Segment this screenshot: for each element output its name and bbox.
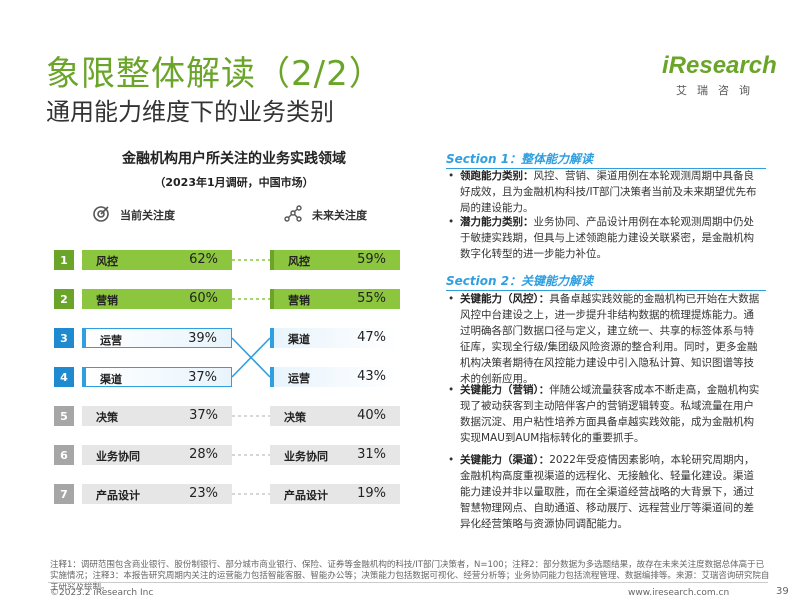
current-bar: 产品设计 23% xyxy=(82,484,232,504)
rank-badge: 2 xyxy=(54,289,74,309)
bullet-text: 业务协同、产品设计用例在本轮观测周期中仍处于敏捷实践期，但具与上述领跑能力建设关… xyxy=(460,216,754,260)
bullet-item: • 领跑能力类别：风控、营销、渠道用例在本轮观测周期中具备良好成效，且为金融机构科… xyxy=(448,168,760,216)
current-bar-label: 业务协同 xyxy=(96,450,140,463)
rank-badge: 5 xyxy=(54,406,74,426)
future-bar-value: 47% xyxy=(357,330,386,345)
iresearch-logo: iResearch 艾瑞咨询 xyxy=(662,52,777,102)
bullet-text: 风控、营销、渠道用例在本轮观测周期中具备良好成效，且为金融机构科技/IT部门决策… xyxy=(460,170,757,214)
bullet-dot: • xyxy=(448,216,455,228)
future-bar-value: 31% xyxy=(357,447,386,462)
current-bar-label: 风控 xyxy=(96,255,118,268)
future-bar: 决策 40% xyxy=(270,406,400,426)
future-bar: 风控 59% xyxy=(270,250,400,270)
current-bar-label: 营销 xyxy=(96,294,118,307)
bullet-term: 关键能力（渠道）： xyxy=(460,454,550,466)
future-bar-label: 营销 xyxy=(288,294,310,307)
current-bar-value: 37% xyxy=(188,370,217,385)
section-divider xyxy=(446,290,766,291)
current-bar-label: 产品设计 xyxy=(96,489,140,502)
chart-subtitle: （2023年1月调研，中国市场） xyxy=(154,176,314,189)
target-icon xyxy=(93,206,109,222)
current-bar: 渠道 37% xyxy=(82,367,232,387)
future-bar: 产品设计 19% xyxy=(270,484,400,504)
website: www.iresearch.com.cn xyxy=(628,588,730,598)
future-bar-label: 渠道 xyxy=(288,333,310,346)
bullet-item: • 关键能力（渠道）：2022年受疫情因素影响，本轮研究周期内，金融机构高度重视渠… xyxy=(448,452,760,532)
rank-badge: 7 xyxy=(54,484,74,504)
future-attention-header: 未来关注度 xyxy=(312,209,367,222)
bullet-term: 潜力能力类别： xyxy=(460,216,534,228)
current-bar-label: 运营 xyxy=(100,334,122,347)
current-bar-value: 39% xyxy=(188,331,217,346)
future-bar-value: 55% xyxy=(357,291,386,306)
current-attention-header: 当前关注度 xyxy=(120,209,175,222)
future-bar-value: 19% xyxy=(357,486,386,501)
future-bar-value: 59% xyxy=(357,252,386,267)
network-icon xyxy=(284,205,302,222)
future-bar-label: 产品设计 xyxy=(284,489,328,502)
page-number: 39 xyxy=(776,586,789,597)
page-title: 象限整体解读（2/2） xyxy=(46,54,384,94)
section-divider xyxy=(446,168,766,169)
rank-badge: 3 xyxy=(54,328,74,348)
current-bar: 运营 39% xyxy=(82,328,232,348)
future-bar-label: 业务协同 xyxy=(284,450,328,463)
bullet-item: • 关键能力（风控）：具备卓越实践效能的金融机构已开始在大数据风控中台建设之上，进… xyxy=(448,291,760,387)
bullet-text: 具备卓越实践效能的金融机构已开始在大数据风控中台建设之上，进一步提升非结构数据的… xyxy=(460,293,760,385)
current-bar-value: 37% xyxy=(189,408,218,423)
logo-brand: iResearch xyxy=(662,52,777,79)
rank-badge: 6 xyxy=(54,445,74,465)
footer-divider xyxy=(48,582,768,583)
bullet-dot: • xyxy=(448,170,455,182)
footnote: 注释1：调研范围包含商业银行、股份制银行、部分城市商业银行、保险、证券等金融机构… xyxy=(50,560,770,592)
current-bar-value: 60% xyxy=(189,291,218,306)
rank-badge: 1 xyxy=(54,250,74,270)
future-bar: 营销 55% xyxy=(270,289,400,309)
current-bar: 决策 37% xyxy=(82,406,232,426)
bullet-item: • 关键能力（营销）：伴随公域流量获客成本不断走高，金融机构实现了被动获客到主动陪… xyxy=(448,382,760,446)
bullet-term: 关键能力（风控）： xyxy=(460,293,550,305)
page-subtitle: 通用能力维度下的业务类别 xyxy=(46,98,334,126)
bullet-text: 伴随公域流量获客成本不断走高，金融机构实现了被动获客到主动陪伴客户的营销逻辑转变… xyxy=(460,384,760,444)
connector-渠道 xyxy=(231,337,271,378)
current-bar-value: 28% xyxy=(189,447,218,462)
bullet-text: 2022年受疫情因素影响，本轮研究周期内，金融机构高度重视渠道的远程化、无接触化… xyxy=(460,454,755,530)
bullet-item: • 潜力能力类别：业务协同、产品设计用例在本轮观测周期中仍处于敏捷实践期，但具与上… xyxy=(448,214,760,262)
bullet-dot: • xyxy=(448,384,455,396)
future-bar: 运营 43% xyxy=(270,367,400,387)
current-bar-label: 决策 xyxy=(96,411,118,424)
future-bar-label: 决策 xyxy=(284,411,306,424)
current-bar-value: 62% xyxy=(189,252,218,267)
copyright: ©2023.2 iResearch Inc xyxy=(50,588,154,598)
section-heading: Section 1：整体能力解读 xyxy=(446,152,594,166)
current-bar-label: 渠道 xyxy=(100,373,122,386)
current-bar-value: 23% xyxy=(189,486,218,501)
future-bar-value: 40% xyxy=(357,408,386,423)
bullet-dot: • xyxy=(448,454,455,466)
future-bar-value: 43% xyxy=(357,369,386,384)
section-heading: Section 2：关键能力解读 xyxy=(446,274,594,288)
logo-tagline: 艾瑞咨询 xyxy=(676,84,760,97)
current-bar: 风控 62% xyxy=(82,250,232,270)
future-bar: 渠道 47% xyxy=(270,328,400,348)
bullet-term: 领跑能力类别： xyxy=(460,170,534,182)
bullet-dot: • xyxy=(448,293,455,305)
current-bar: 业务协同 28% xyxy=(82,445,232,465)
rank-badge: 4 xyxy=(54,367,74,387)
bullet-term: 关键能力（营销）： xyxy=(460,384,550,396)
future-bar-label: 风控 xyxy=(288,255,310,268)
future-bar: 业务协同 31% xyxy=(270,445,400,465)
chart-title: 金融机构用户所关注的业务实践领域 xyxy=(122,151,346,167)
current-bar: 营销 60% xyxy=(82,289,232,309)
future-bar-label: 运营 xyxy=(288,372,310,385)
